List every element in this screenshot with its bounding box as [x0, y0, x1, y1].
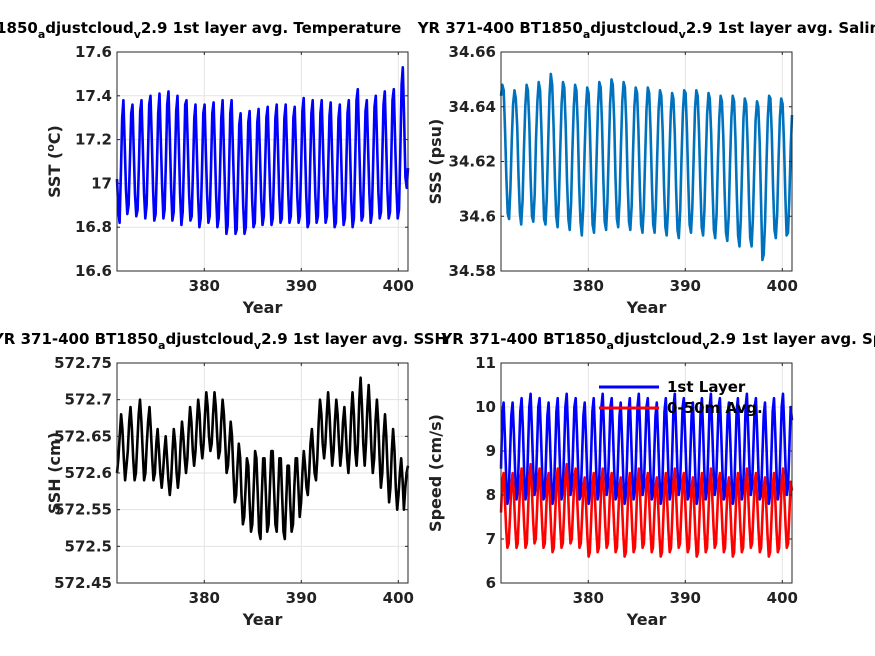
chart-title-part: 2.9 1st layer avg. Temperature: [141, 19, 401, 37]
chart-title-subscript: a: [606, 339, 613, 352]
y-tick-label: 7: [486, 530, 496, 548]
chart-title: YR 371-400 BT1850adjustcloudv2.9 1st lay…: [417, 19, 875, 41]
y-tick-label: 10: [475, 398, 496, 416]
chart-title-part: djustcloud: [165, 330, 253, 348]
y-tick-label: 572.65: [54, 427, 112, 445]
series-line-1: [115, 66, 410, 236]
y-tick-label: 34.66: [449, 43, 496, 61]
chart-title-part: 2.9 1st layer avg. Speed: [710, 330, 875, 348]
y-tick-label: 572.75: [54, 354, 112, 372]
y-tick-label: 16.8: [75, 218, 112, 236]
series-line-2: [499, 462, 794, 558]
x-tick-label: 400: [383, 589, 414, 607]
y-tick-label: 17.6: [75, 43, 112, 61]
y-axis-label-part: SST (: [45, 152, 64, 198]
axes-frame: [116, 51, 409, 272]
chart-title: YR 371-400 BT1850adjustcloudv2.9 1st lay…: [0, 19, 401, 41]
chart-title-part: djustcloud: [590, 19, 678, 37]
chart-title-part: YR 371-400 BT1850: [417, 19, 583, 37]
chart-panel-1: 380 390 400 16.6 16.8 17 17.2 17.4 17.6 Year SST (…: [0, 19, 414, 317]
x-tick-label: 380: [573, 589, 604, 607]
y-tick-label: 6: [486, 574, 496, 592]
chart-title-subscript: a: [158, 339, 165, 352]
legend: 1st Layer 0-50m Avg.: [599, 378, 763, 417]
chart-title-part: 2.9 1st layer avg. SSH: [261, 330, 447, 348]
x-tick-label: 390: [286, 589, 317, 607]
x-tick-label: 380: [573, 277, 604, 295]
y-axis-label: SSS (psu): [426, 119, 445, 205]
y-axis-label-superscript: o: [44, 144, 57, 152]
chart-title-part: 2.9 1st layer avg. Salinity: [686, 19, 875, 37]
y-tick-label: 572.6: [65, 464, 112, 482]
x-tick-label: 390: [670, 277, 701, 295]
x-tick-label: 390: [286, 277, 317, 295]
y-axis-label-part: C): [45, 125, 64, 144]
y-tick-label: 572.5: [65, 537, 112, 555]
y-tick-label: 34.62: [449, 153, 496, 171]
chart-title: YR 371-400 BT1850adjustcloudv2.9 1st lay…: [440, 330, 875, 352]
chart-title-part: YR 371-400 BT1850: [440, 330, 606, 348]
y-tick-label: 16.6: [75, 262, 112, 280]
y-axis-label: SSH (cm): [45, 432, 64, 514]
chart-title-subscript: a: [583, 28, 590, 41]
chart-title-part: djustcloud: [45, 19, 133, 37]
x-tick-label: 400: [767, 589, 798, 607]
chart-panel-4: 380 390 400 6 7 8 9 10 11 Year Speed (cm/s) YR 371-…: [426, 330, 875, 629]
y-tick-label: 17: [91, 174, 112, 192]
x-axis-label: Year: [626, 610, 667, 629]
chart-title-part: YR 371-400 BT1850: [0, 19, 38, 37]
y-tick-label: 572.45: [54, 574, 112, 592]
series-line-1: [499, 72, 794, 262]
chart-title-subscript: v: [702, 339, 710, 352]
y-tick-label: 17.2: [75, 131, 112, 149]
x-tick-label: 390: [670, 589, 701, 607]
legend-entry: 0-50m Avg.: [667, 399, 763, 417]
y-tick-label: 572.55: [54, 501, 112, 519]
y-axis-label: Speed (cm/s): [426, 414, 445, 532]
chart-panel-2: 380 390 400 34.58 34.6 34.62 34.64 34.66 Year SSS…: [417, 19, 875, 317]
y-tick-label: 34.58: [449, 262, 496, 280]
chart-title-subscript: v: [134, 28, 142, 41]
x-axis-label: Year: [242, 610, 283, 629]
chart-title-subscript: v: [254, 339, 262, 352]
y-tick-label: 9: [486, 442, 496, 460]
x-tick-label: 400: [767, 277, 798, 295]
y-tick-label: 572.7: [65, 391, 112, 409]
series-line-1: [115, 376, 410, 541]
y-tick-label: 17.4: [75, 87, 112, 105]
chart-title-subscript: v: [679, 28, 687, 41]
y-tick-label: 34.64: [449, 98, 496, 116]
y-tick-label: 11: [475, 354, 496, 372]
axes-frame: [500, 362, 793, 584]
x-tick-label: 380: [189, 277, 220, 295]
y-axis-label: SST (oC): [44, 125, 64, 198]
x-axis-label: Year: [242, 298, 283, 317]
x-tick-label: 380: [189, 589, 220, 607]
chart-title: YR 371-400 BT1850adjustcloudv2.9 1st lay…: [0, 330, 447, 352]
y-tick-label: 34.6: [459, 207, 496, 225]
legend-entry: 1st Layer: [667, 378, 746, 396]
x-axis-label: Year: [626, 298, 667, 317]
x-tick-label: 400: [383, 277, 414, 295]
chart-panel-3: 380 390 400 572.45 572.5 572.55 572.6 572.65 572…: [0, 330, 447, 629]
chart-title-subscript: a: [38, 28, 45, 41]
y-tick-label: 8: [486, 486, 496, 504]
chart-title-part: YR 371-400 BT1850: [0, 330, 158, 348]
chart-title-part: djustcloud: [614, 330, 702, 348]
